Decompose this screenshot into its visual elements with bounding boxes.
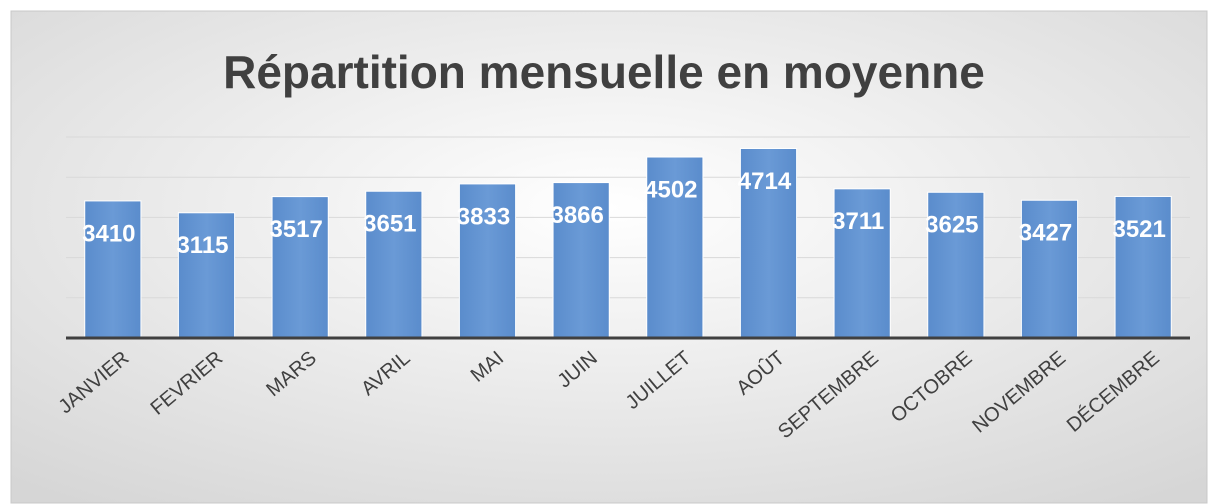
data-label: 3517 [269, 216, 322, 243]
data-label: 3711 [832, 208, 884, 235]
data-label: 4714 [738, 168, 792, 195]
data-label: 3115 [176, 232, 228, 259]
bar [365, 190, 423, 339]
data-label: 3427 [1019, 220, 1072, 247]
data-label: 3866 [550, 202, 603, 229]
bar [739, 147, 798, 339]
data-label: 3625 [925, 212, 978, 239]
data-label: 3521 [1112, 216, 1165, 243]
bar [927, 191, 985, 339]
bar [552, 182, 610, 339]
data-label: 3410 [82, 220, 135, 247]
data-label: 3833 [457, 203, 510, 230]
data-label: 4502 [644, 176, 697, 203]
bar [1114, 195, 1172, 339]
bar [458, 183, 517, 339]
data-label: 3651 [363, 211, 416, 238]
chart-title: Répartition mensuelle en moyenne [223, 46, 985, 98]
bar [271, 196, 329, 339]
bar [177, 212, 236, 339]
bar [833, 188, 891, 339]
bar [1020, 199, 1079, 339]
bar [646, 156, 704, 339]
